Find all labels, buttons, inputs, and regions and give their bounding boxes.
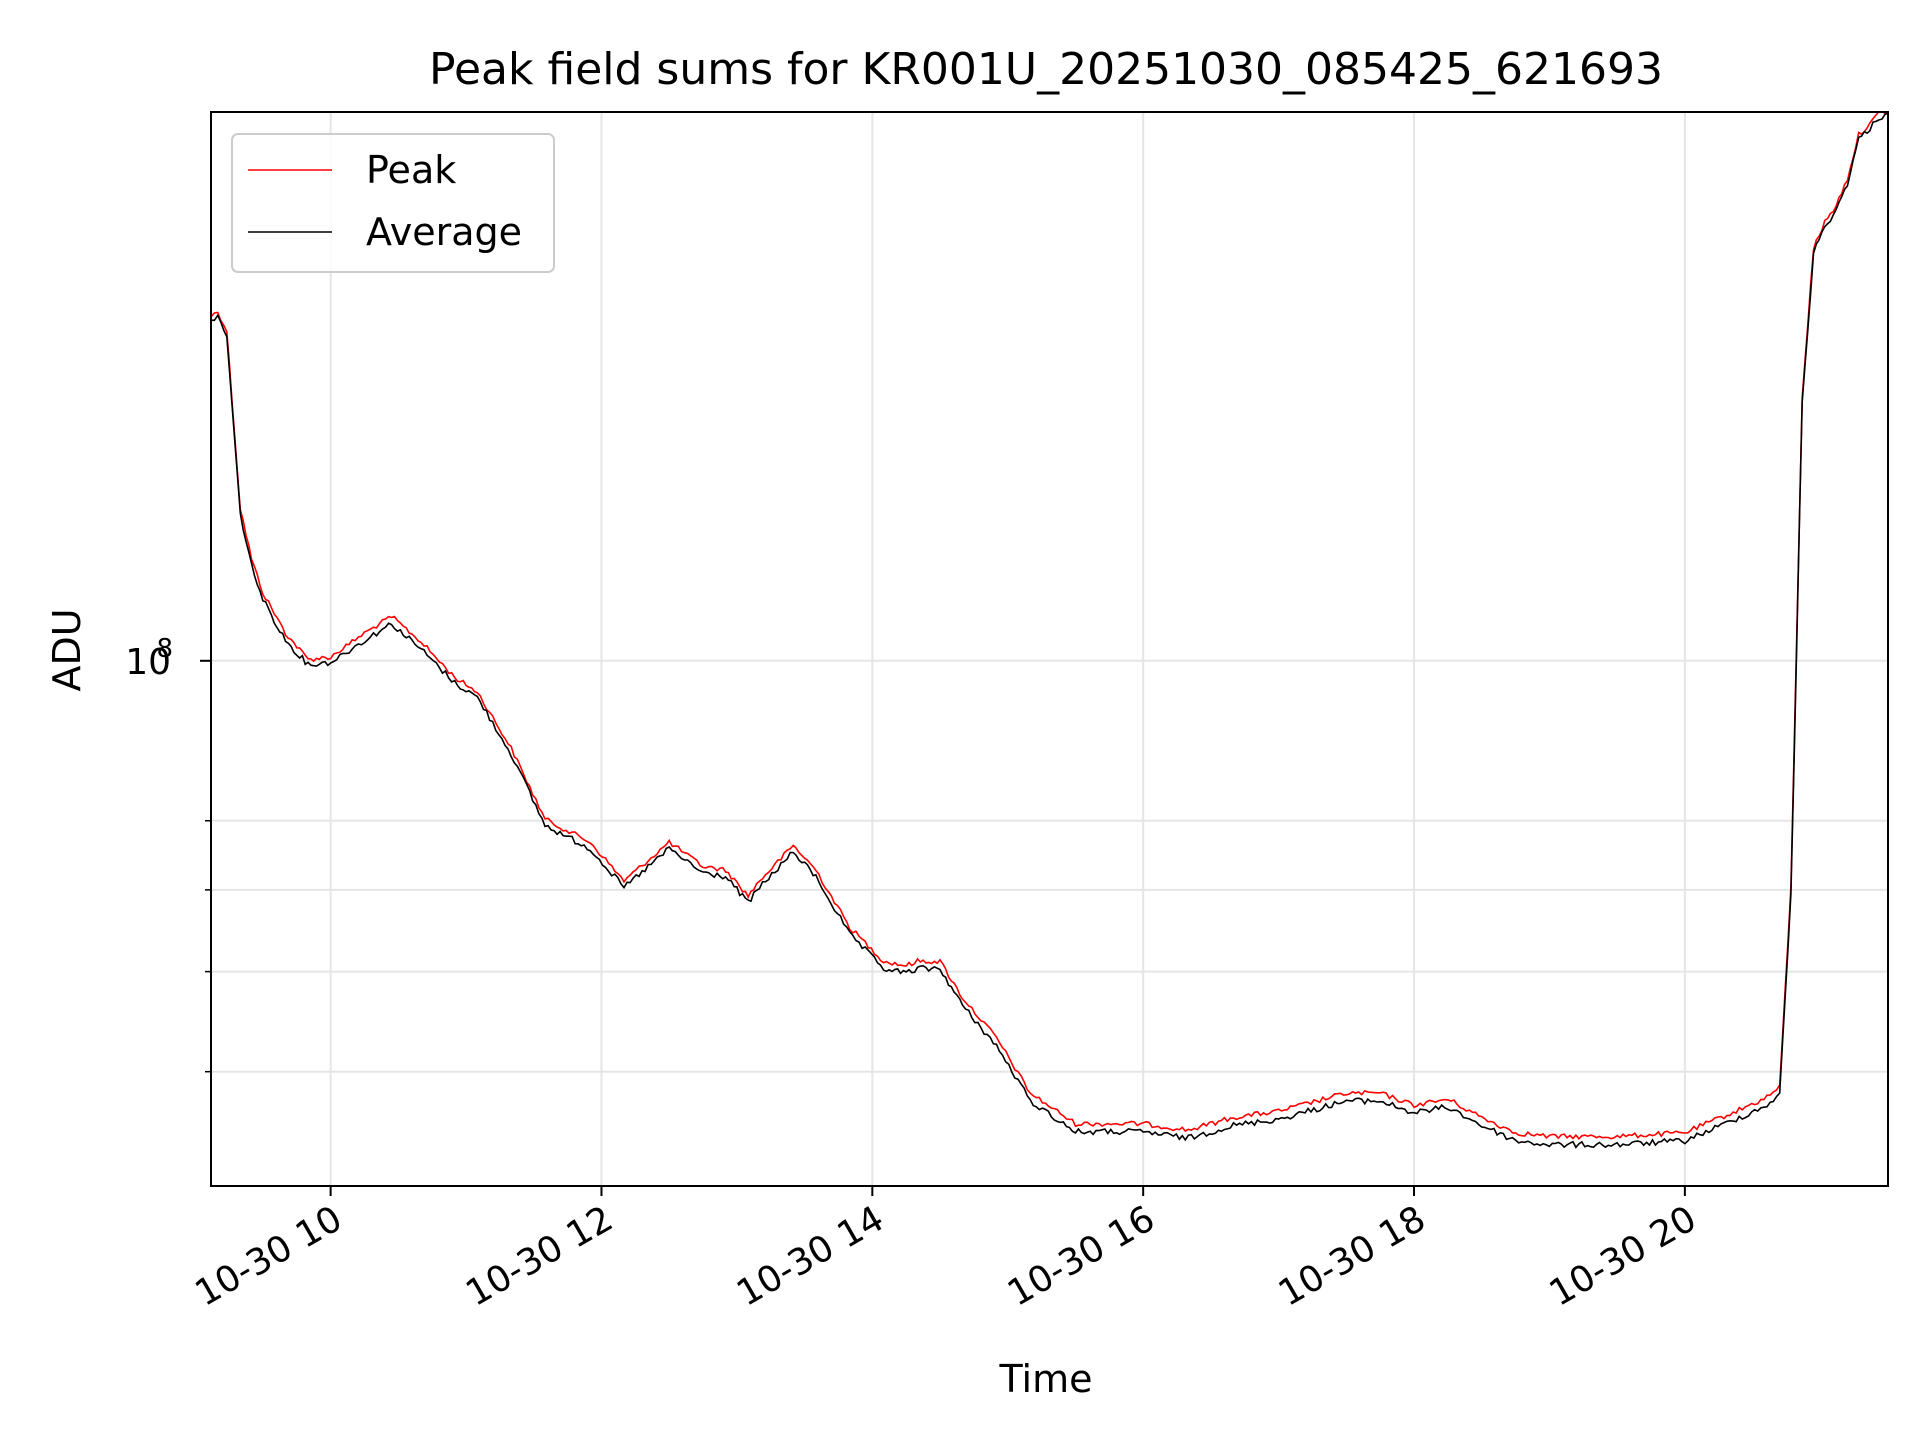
legend-box	[231, 133, 555, 273]
y-tick-label-exponent: 8	[156, 634, 173, 664]
legend-label-average: Average	[366, 210, 522, 254]
legend-entries: Peak Average	[248, 148, 522, 254]
plot-frame	[210, 111, 1889, 1187]
chart-title: Peak field sums for KR001U_20251030_0854…	[429, 44, 1663, 95]
x-axis-label: Time	[999, 1357, 1093, 1401]
y-tick-label-base: 10	[125, 642, 171, 683]
y-axis-label: ADU	[45, 608, 89, 691]
legend-label-peak: Peak	[366, 148, 456, 192]
legend: Peak Average	[231, 133, 555, 273]
y-tick-label: 10	[125, 642, 171, 683]
series-line-peak	[211, 112, 1888, 1140]
grid-lines	[211, 112, 1888, 1186]
series-lines	[211, 112, 1888, 1149]
series-line-average	[211, 112, 1888, 1149]
